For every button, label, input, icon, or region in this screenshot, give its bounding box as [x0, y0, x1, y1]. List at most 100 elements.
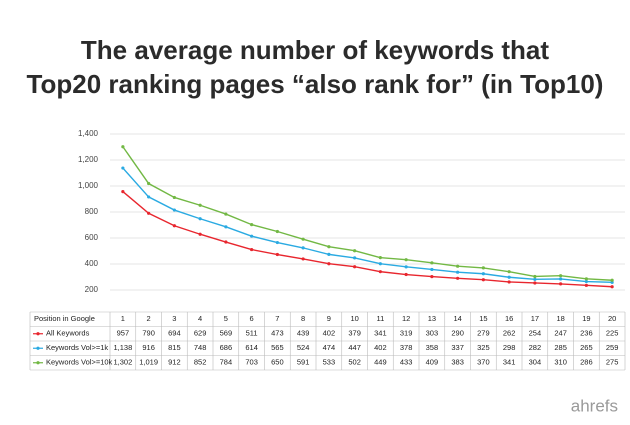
x-tick-label: 20: [608, 314, 616, 323]
point: [404, 265, 408, 269]
point: [456, 270, 460, 274]
table-cell: 402: [323, 329, 336, 338]
table-cell: 378: [400, 343, 413, 352]
x-tick-label: 8: [301, 314, 305, 323]
table-cell: 852: [194, 358, 207, 367]
point: [198, 217, 202, 221]
point: [224, 212, 228, 216]
point: [456, 276, 460, 280]
x-tick-label: 16: [505, 314, 513, 323]
x-tick-label: 12: [402, 314, 410, 323]
table-cell: 341: [503, 358, 516, 367]
x-tick-label: 1: [121, 314, 125, 323]
point: [224, 225, 228, 229]
y-tick-label: 200: [85, 285, 99, 294]
point: [121, 166, 125, 170]
table-cell: 629: [194, 329, 207, 338]
point: [584, 277, 588, 281]
legend-dot: [36, 332, 40, 336]
point: [353, 256, 357, 260]
table-cell: 1,302: [113, 358, 132, 367]
point: [378, 262, 382, 266]
table-cell: 236: [580, 329, 593, 338]
x-tick-label: 17: [531, 314, 539, 323]
point: [481, 266, 485, 270]
table-cell: 614: [245, 343, 258, 352]
table-cell: 325: [477, 343, 490, 352]
point: [404, 258, 408, 262]
table-cell: 286: [580, 358, 593, 367]
table-cell: 511: [246, 329, 258, 338]
table-cell: 650: [271, 358, 284, 367]
table-cell: 916: [142, 343, 155, 352]
point: [584, 283, 588, 287]
point: [275, 252, 279, 257]
table-cell: 402: [374, 343, 387, 352]
point: [430, 261, 434, 265]
table-cell: 225: [606, 329, 619, 338]
table-cell: 279: [477, 329, 490, 338]
x-tick-label: 7: [275, 314, 279, 323]
x-tick-label: 5: [224, 314, 228, 323]
table-cell: 748: [194, 343, 207, 352]
table-header: Position in Google: [34, 314, 95, 323]
point: [559, 282, 563, 286]
point: [584, 279, 588, 284]
point: [250, 234, 254, 238]
point: [533, 274, 537, 279]
table-cell: 358: [426, 343, 439, 352]
point: [198, 203, 202, 207]
x-tick-label: 15: [479, 314, 487, 323]
point: [353, 249, 357, 253]
x-tick-label: 19: [582, 314, 590, 323]
table-cell: 319: [400, 329, 413, 338]
series-line: [122, 191, 613, 288]
point: [301, 257, 305, 261]
point: [430, 267, 434, 272]
legend-label: Keywords Vol>=10k: [46, 358, 113, 367]
legend-dot: [36, 361, 40, 365]
point: [353, 265, 357, 269]
x-tick-label: 3: [172, 314, 176, 323]
y-tick-label: 1,400: [78, 129, 99, 138]
point: [172, 224, 176, 228]
table-cell: 565: [271, 343, 284, 352]
point: [507, 270, 511, 274]
table-cell: 439: [297, 329, 310, 338]
table-cell: 474: [323, 343, 336, 352]
table-cell: 254: [529, 329, 542, 338]
legend-label: Keywords Vol>=1k: [46, 343, 108, 352]
table-cell: 290: [451, 329, 464, 338]
table-cell: 303: [426, 329, 439, 338]
legend-label: All Keywords: [46, 329, 90, 338]
point: [610, 285, 614, 289]
table-cell: 784: [220, 358, 233, 367]
chart-title: The average number of keywords that: [81, 35, 549, 65]
series-line: [122, 146, 613, 281]
y-tick-label: 1,000: [78, 181, 99, 190]
point: [481, 278, 485, 282]
table-cell: 275: [606, 358, 619, 367]
point: [121, 145, 125, 149]
point: [610, 278, 614, 282]
table-cell: 341: [374, 329, 387, 338]
point: [559, 274, 563, 278]
table-cell: 524: [297, 343, 310, 352]
point: [378, 270, 382, 274]
table-cell: 569: [220, 329, 233, 338]
table-cell: 262: [503, 329, 516, 338]
point: [224, 240, 228, 244]
point: [250, 223, 254, 227]
table-cell: 383: [451, 358, 464, 367]
x-tick-label: 2: [147, 314, 151, 323]
point: [430, 275, 434, 279]
table-cell: 502: [348, 358, 361, 367]
table-cell: 912: [168, 358, 181, 367]
table-cell: 703: [245, 358, 258, 367]
table-cell: 298: [503, 343, 516, 352]
point: [533, 281, 537, 285]
y-tick-label: 600: [85, 233, 99, 242]
point: [378, 256, 382, 260]
table-cell: 247: [554, 329, 567, 338]
